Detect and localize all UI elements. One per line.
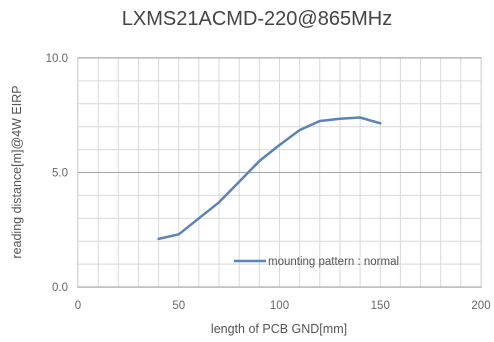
x-axis-label: length of PCB GND[mm] bbox=[211, 322, 347, 336]
x-tick-label: 150 bbox=[371, 300, 390, 312]
series-line bbox=[157, 116, 382, 241]
y-axis-label: reading distance[m]@4W EIRP bbox=[10, 85, 24, 258]
x-tick-label: 50 bbox=[172, 300, 185, 312]
legend-label: mounting pattern : normal bbox=[268, 256, 399, 268]
x-tick-label: 200 bbox=[471, 300, 490, 312]
y-tick-label: 5.0 bbox=[52, 168, 68, 180]
x-tick-label: 100 bbox=[270, 300, 289, 312]
y-tick-labels: 0.0 5.0 10.0 bbox=[46, 53, 68, 294]
y-tick-label: 10.0 bbox=[46, 53, 68, 65]
x-tick-labels: 0 50 100 150 200 bbox=[75, 300, 491, 312]
chart-title: LXMS21ACMD-220@865MHz bbox=[122, 8, 392, 30]
y-tick-label: 0.0 bbox=[52, 282, 68, 294]
x-tick-label: 0 bbox=[75, 300, 81, 312]
grid-lines bbox=[77, 57, 482, 288]
legend: mounting pattern : normal bbox=[234, 256, 399, 268]
series-group bbox=[157, 116, 382, 241]
